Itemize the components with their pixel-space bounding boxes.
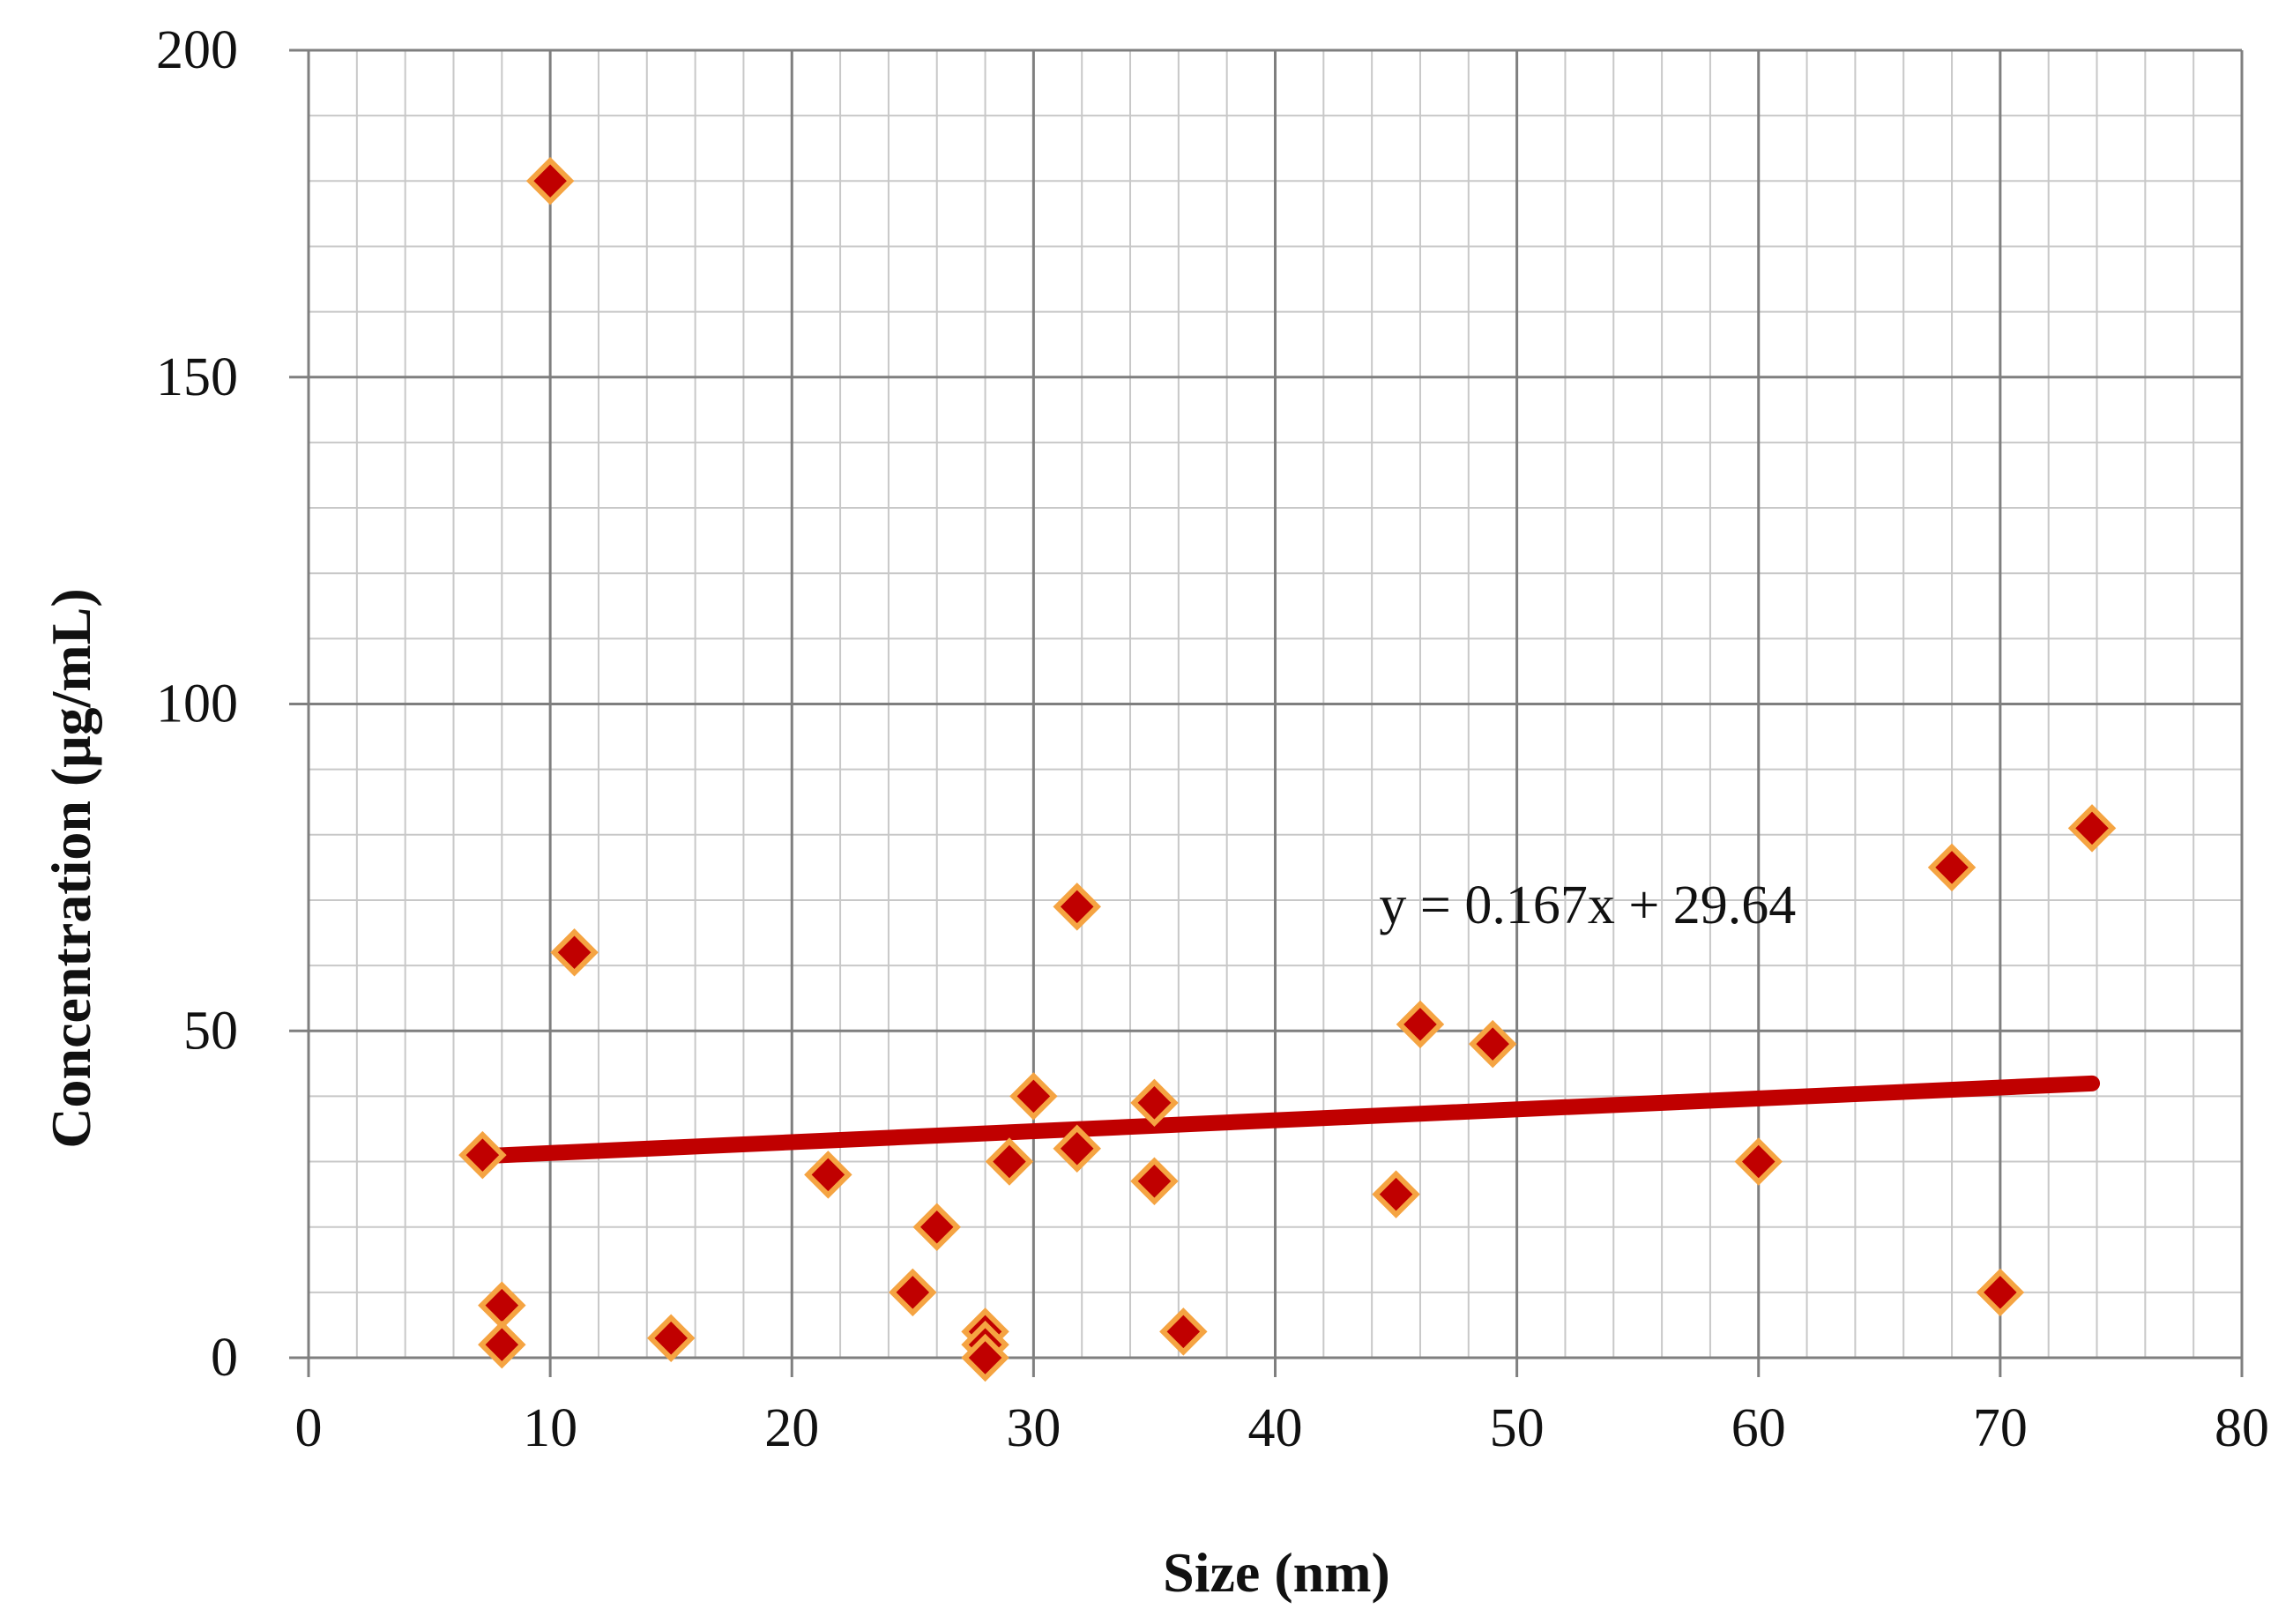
x-tick-label: 20 [764,1398,819,1458]
scatter-point [1372,1170,1420,1218]
scatter-point [525,157,575,205]
y-tick-label: 200 [156,20,238,80]
scatter-point [889,1268,937,1317]
scatter-point [1053,883,1101,931]
scatter-point [912,1203,961,1251]
scatter-point [1396,1000,1445,1049]
y-tick-label: 100 [156,674,238,734]
y-tick-label: 50 [183,1001,238,1061]
y-tick-label: 0 [211,1328,238,1388]
scatter-point [646,1314,696,1363]
x-tick-label: 80 [2215,1398,2269,1458]
scatter-point [458,1130,507,1180]
y-axis-title: Concentration (μg/mL) [40,588,102,1148]
trendline [474,1075,2101,1165]
x-tick-label: 70 [1973,1398,2028,1458]
x-tick-label: 60 [1731,1398,1786,1458]
scatter-point [985,1137,1034,1186]
scatter-point [1009,1072,1058,1121]
scatter-point [804,1151,852,1199]
scatter-point [550,928,599,977]
scatter-point [1927,843,1977,892]
x-tick-label: 40 [1248,1398,1303,1458]
scatter-point [1130,1078,1179,1128]
x-tick-label: 10 [523,1398,577,1458]
scatter-point [1976,1268,2025,1317]
scatter-point [1159,1307,1208,1356]
x-tick-label: 0 [295,1398,323,1458]
scatter-point [1468,1019,1517,1069]
trendline-equation: y = 0.167x + 29.64 [1379,875,1796,935]
x-tick-label: 30 [1006,1398,1061,1458]
scatter-point [2067,804,2117,853]
scatter-point [1053,1124,1101,1173]
scatter-point [478,1320,526,1369]
scatter-point [1734,1137,1783,1186]
axes-layer: 0 10 20 30 40 50 60 70 80 0 50 100 150 200 [156,20,2269,1458]
x-tick-label: 50 [1490,1398,1545,1458]
x-axis-title: Size (nm) [1163,1541,1390,1604]
scatter-point [1130,1157,1179,1206]
trend-layer [474,1075,2101,1165]
y-tick-label: 150 [156,347,238,407]
grid-layer [307,48,2244,1360]
scatter-point [478,1281,526,1330]
scatter-point [961,1333,1009,1382]
points-layer [458,157,2117,1382]
